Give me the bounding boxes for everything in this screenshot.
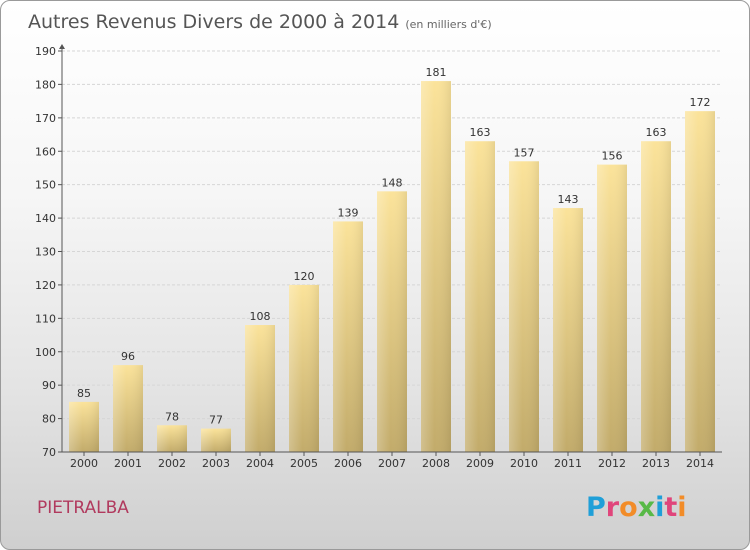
bar-shade [113,365,143,452]
data-label: 139 [338,206,359,219]
data-label: 77 [209,414,223,427]
x-tick-label: 2006 [334,457,362,470]
data-label: 96 [121,350,135,363]
y-tick-label: 170 [35,112,56,125]
bar-shade [509,161,539,452]
x-tick-label: 2002 [158,457,186,470]
data-label: 156 [602,150,623,163]
chart-title: Autres Revenus Divers de 2000 à 2014 (en … [28,11,492,33]
data-label: 163 [646,126,667,139]
y-tick-label: 90 [42,379,56,392]
proxiti-logo: Proxiti [584,487,696,527]
logo-letter: i [677,492,686,523]
x-tick-label: 2009 [466,457,494,470]
y-tick-label: 180 [35,78,56,91]
axes: 70 80 90 100 110 120 130 140 150 160 170 180 190 2000… [35,44,722,470]
bar-shade [157,425,187,452]
x-tick-label: 2008 [422,457,450,470]
x-tick-label: 2004 [246,457,274,470]
bar-shade [245,325,275,452]
logo-letter: x [638,492,655,523]
y-tick-label: 130 [35,246,56,259]
x-tick-label: 2014 [686,457,714,470]
data-label: 85 [77,387,91,400]
bar-shade [641,141,671,452]
x-tick-label: 2007 [378,457,406,470]
commune-name: PIETRALBA [37,498,129,518]
x-tick-label: 2011 [554,457,582,470]
x-tick-label: 2013 [642,457,670,470]
x-tick-label: 2012 [598,457,626,470]
x-tick-label: 2001 [114,457,142,470]
y-axis-arrow [59,44,65,49]
y-tick-label: 190 [35,45,56,58]
data-label: 143 [558,193,579,206]
data-label: 78 [165,410,179,423]
bar-shade [685,111,715,453]
y-tick-label: 160 [35,145,56,158]
data-label: 148 [382,176,403,189]
y-tick-label: 80 [42,413,56,426]
y-tick-label: 140 [35,212,56,225]
logo-letter: i [655,492,664,523]
bar-shade [377,191,407,452]
bar-shade [333,221,363,452]
logo-letter: r [606,492,620,523]
y-tick-label: 120 [35,279,56,292]
x-tick-label: 2003 [202,457,230,470]
bar-shade [597,164,627,452]
y-tick-label: 150 [35,179,56,192]
x-tick-label: 2010 [510,457,538,470]
bar-shade [69,401,99,452]
bar-shade [289,284,319,452]
bar-shade [465,141,495,452]
logo-letter: o [619,492,638,523]
data-label: 181 [426,66,447,79]
data-label: 120 [294,270,315,283]
data-labels: 85 96 78 77 108 120 139 148 181 163 157 143 156 163 17… [77,66,711,427]
data-label: 157 [514,146,535,159]
bars [69,81,715,453]
logo-text: Proxiti [586,492,687,523]
chart-unit: (en milliers d'€) [405,18,492,31]
chart-title-text: Autres Revenus Divers de 2000 à 2014 [28,11,400,33]
y-tick-label: 110 [35,312,56,325]
bar-shade [553,208,583,452]
y-tick-label: 70 [42,446,56,459]
data-label: 163 [470,126,491,139]
bar-shade [421,81,451,452]
x-tick-label: 2005 [290,457,318,470]
bar-shade [201,428,231,452]
logo-letter: t [664,492,677,523]
logo-letter: P [586,492,606,523]
x-tick-label: 2000 [70,457,98,470]
data-label: 172 [690,96,711,109]
data-label: 108 [250,310,271,323]
y-tick-label: 100 [35,346,56,359]
